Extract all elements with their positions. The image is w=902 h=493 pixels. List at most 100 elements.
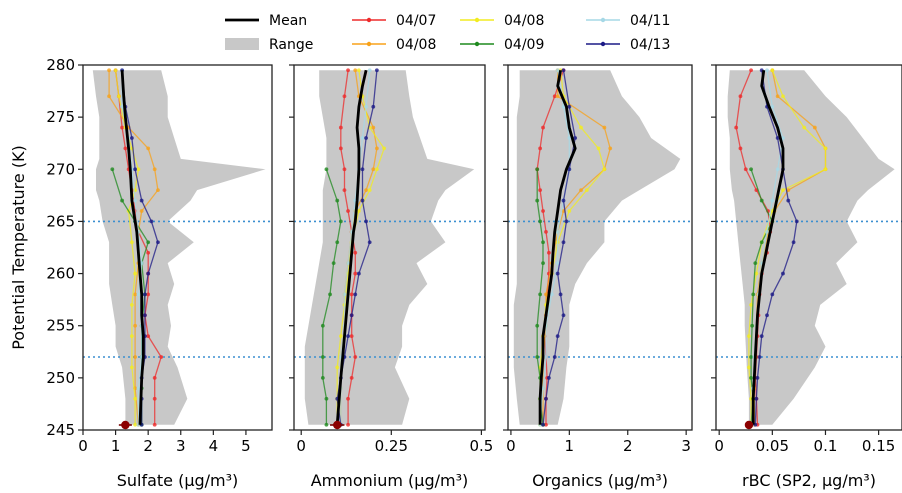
- legend-swatch-point: [474, 41, 480, 47]
- series-point: [146, 240, 151, 245]
- range-area: [304, 70, 475, 425]
- series-point: [757, 355, 762, 359]
- series-point: [133, 198, 138, 203]
- series-point: [535, 167, 540, 172]
- legend-entry-5: 04/08: [460, 13, 544, 29]
- series-point: [129, 302, 134, 307]
- series-point: [770, 292, 775, 297]
- series-point: [156, 240, 160, 245]
- series-point: [579, 188, 583, 193]
- series-point: [152, 375, 157, 380]
- series-point: [538, 146, 543, 151]
- series-point: [738, 94, 743, 99]
- series-point: [584, 188, 589, 193]
- series-point: [541, 125, 545, 130]
- series-point: [753, 261, 758, 266]
- series-point: [561, 68, 566, 73]
- series-point: [353, 250, 358, 255]
- series-point: [558, 292, 563, 297]
- legend-entry-6: 04/09: [460, 37, 544, 53]
- legend-label: Mean: [269, 13, 307, 29]
- series-point: [349, 375, 354, 380]
- legend-label: 04/11: [630, 13, 670, 29]
- series-point: [546, 250, 551, 255]
- series-point: [781, 271, 785, 276]
- series-point: [133, 323, 138, 328]
- x-axis-label: Organics (µg/m³): [532, 471, 668, 490]
- series-point: [541, 261, 545, 266]
- range-area: [513, 70, 681, 425]
- series-point: [823, 167, 828, 172]
- series-point: [555, 261, 560, 266]
- mean-line: [335, 69, 368, 425]
- panel-plot-area: [294, 68, 485, 427]
- series-point: [791, 240, 796, 245]
- series-point: [749, 68, 753, 73]
- series-point: [107, 94, 111, 99]
- series-point: [750, 323, 755, 328]
- series-point: [129, 136, 134, 140]
- legend-entry-2: Range: [225, 37, 313, 53]
- series-point: [129, 334, 134, 339]
- series-point: [346, 261, 350, 266]
- series-point: [139, 209, 144, 213]
- series-point: [770, 68, 775, 73]
- x-tick-label: 3: [176, 437, 186, 455]
- series-line: [108, 70, 159, 425]
- series-point: [320, 375, 325, 380]
- series-point: [823, 146, 828, 151]
- series-point: [549, 292, 554, 297]
- series-point: [146, 271, 151, 276]
- y-tick-label: 270: [46, 160, 75, 178]
- series-point: [561, 313, 566, 318]
- mean-line: [538, 69, 577, 425]
- series-point: [364, 188, 368, 193]
- series-point: [113, 68, 118, 73]
- panel-frame: [715, 64, 902, 431]
- series-point: [579, 125, 583, 130]
- legend-swatch-range: [225, 38, 259, 50]
- series-point: [338, 146, 343, 151]
- series-point: [555, 229, 560, 234]
- series-point: [754, 271, 759, 276]
- series-point: [374, 146, 379, 151]
- legend-entry-3: 04/07: [352, 13, 436, 29]
- series-point: [364, 219, 368, 224]
- series-point: [133, 422, 138, 427]
- series-point: [364, 104, 368, 109]
- x-tick-label: 0.25: [375, 437, 408, 455]
- series-point: [371, 167, 376, 172]
- series-point: [555, 68, 560, 73]
- series-point: [320, 323, 325, 328]
- series-point: [538, 292, 543, 297]
- series-point: [544, 355, 548, 359]
- x-tick-label: 2: [623, 437, 633, 455]
- legend-label: 04/08: [396, 37, 436, 53]
- x-tick-label: 0.1: [814, 437, 838, 455]
- series-point: [324, 422, 329, 427]
- panel-1: 0 1 2 3 4 5 245 250 255 260 265 270 275 280 Sulfate (µ…: [46, 56, 273, 490]
- y-axis-label: Potential Temperature (K): [9, 145, 28, 350]
- series-point: [371, 125, 376, 130]
- series-point: [759, 240, 764, 245]
- panel-frame: [507, 64, 693, 431]
- series-point: [143, 292, 147, 297]
- series-point: [775, 94, 780, 99]
- series-point: [747, 365, 751, 370]
- series-point: [133, 396, 138, 401]
- series-point: [123, 146, 128, 151]
- series-point: [802, 125, 807, 130]
- legend-label: 04/07: [396, 13, 436, 29]
- series-line: [539, 70, 570, 425]
- y-tick-label: 260: [46, 265, 75, 283]
- series-point: [755, 375, 760, 380]
- legend-entry-7: 04/11: [586, 13, 670, 29]
- series-point: [812, 125, 817, 130]
- series-point: [133, 292, 138, 297]
- series-point: [573, 136, 578, 140]
- x-tick-label: 0.5: [469, 437, 493, 455]
- series-point: [564, 219, 569, 224]
- series-point: [561, 104, 566, 109]
